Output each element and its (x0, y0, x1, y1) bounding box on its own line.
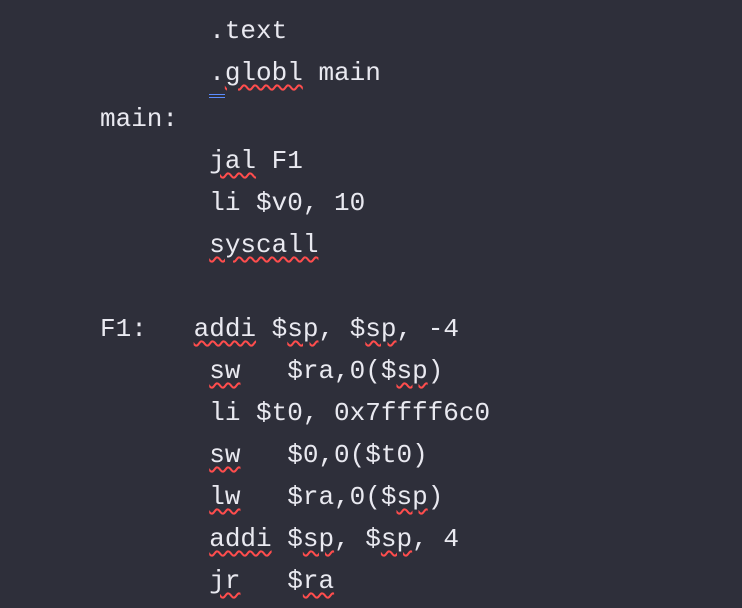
code-token: sp (381, 518, 412, 560)
code-line: lw $ra,0($sp) (100, 482, 443, 512)
code-token: main: (100, 98, 178, 140)
code-line: syscall (100, 230, 318, 260)
code-editor-content[interactable]: .text .globl main main: jal F1 li $v0, 1… (0, 0, 742, 602)
code-line: jal F1 (100, 146, 303, 176)
code-token: $0,0($t0) (240, 434, 427, 476)
code-token: F1 (256, 140, 303, 182)
code-token: sp (303, 518, 334, 560)
code-token: , $ (318, 308, 365, 350)
code-token: , $ (334, 518, 381, 560)
code-token: , 4 (412, 518, 459, 560)
code-line: F1: addi $sp, $sp, -4 (100, 314, 459, 344)
code-token: sp (396, 350, 427, 392)
code-line: li $t0, 0x7ffff6c0 (100, 398, 490, 428)
code-line: sw $ra,0($sp) (100, 356, 443, 386)
code-token: addi (209, 518, 271, 560)
code-token: $ (256, 308, 287, 350)
code-token: sw (209, 434, 240, 476)
code-token: sp (365, 308, 396, 350)
code-token: $ (272, 518, 303, 560)
code-token: syscall (209, 224, 318, 266)
code-token: sp (396, 476, 427, 518)
code-token: sp (287, 308, 318, 350)
code-token: globl (225, 52, 303, 94)
code-token: F1: (100, 308, 194, 350)
code-token: jal (209, 140, 256, 182)
code-line: .globl main (100, 58, 381, 88)
code-token: ra (303, 560, 334, 602)
code-line: .text (100, 16, 287, 46)
code-token: , -4 (397, 308, 459, 350)
code-line: jr $ra (100, 566, 334, 596)
code-token: ) (428, 350, 444, 392)
code-token: sw (209, 350, 240, 392)
code-token: li $v0, 10 (209, 182, 365, 224)
code-token: main (303, 52, 381, 94)
code-token: ) (428, 476, 444, 518)
code-token: li $t0, 0x7ffff6c0 (209, 392, 490, 434)
code-token: $ (240, 560, 302, 602)
code-token: $ra,0($ (240, 350, 396, 392)
code-token: lw (209, 476, 240, 518)
code-line: main: (100, 104, 178, 134)
code-token: addi (194, 308, 256, 350)
code-token: $ra,0($ (240, 476, 396, 518)
code-line: sw $0,0($t0) (100, 440, 428, 470)
code-token: jr (209, 560, 240, 602)
code-line: addi $sp, $sp, 4 (100, 524, 459, 554)
code-line: li $v0, 10 (100, 188, 365, 218)
code-token: .text (209, 10, 287, 52)
code-token: . (209, 52, 225, 98)
